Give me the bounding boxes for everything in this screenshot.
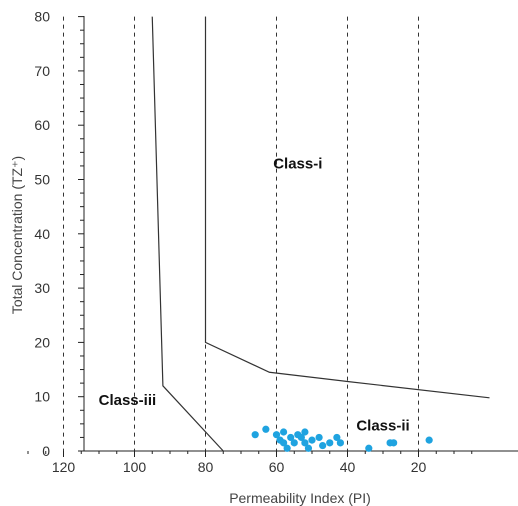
x-tick-label: 20 <box>411 459 427 475</box>
grid-layer <box>63 16 419 451</box>
x-axis-title: Permeability Index (PI) <box>229 490 371 506</box>
region-label: Class-iii <box>99 392 157 409</box>
y-tick-label: 40 <box>34 226 50 242</box>
data-point <box>280 428 288 436</box>
x-tick-label: 80 <box>198 459 214 475</box>
data-point <box>262 425 270 433</box>
data-point <box>336 439 344 447</box>
data-point <box>425 436 433 444</box>
data-point <box>365 444 373 452</box>
data-point <box>319 441 327 450</box>
data-point <box>326 439 334 447</box>
data-point <box>283 444 291 452</box>
data-point <box>333 433 341 442</box>
data-point <box>280 439 288 447</box>
points-layer <box>251 425 433 452</box>
y-tick-label: 50 <box>34 172 50 188</box>
y-tick-label: 60 <box>34 117 50 133</box>
data-point <box>251 431 259 439</box>
region-label: Class-ii <box>356 417 409 434</box>
x-tick-label: 40 <box>340 459 356 475</box>
data-point <box>315 433 323 442</box>
x-tick-label: 60 <box>269 459 285 475</box>
data-point <box>304 444 313 452</box>
x-tick-label: 100 <box>123 459 147 475</box>
y-tick-label: 30 <box>34 280 50 296</box>
boundary-layer <box>151 16 490 452</box>
boundary-line <box>204 16 490 399</box>
ticks-layer: 120 100 80 60 40 20 0 10 20 30 40 50 60 70 80 <box>27 9 473 475</box>
axes-layer <box>83 16 518 452</box>
data-point <box>301 439 309 447</box>
data-point <box>287 433 295 442</box>
y-tick-label: 80 <box>34 9 50 25</box>
y-tick-label: 0 <box>42 443 50 459</box>
y-tick-label: 70 <box>34 63 50 79</box>
y-tick-label: 20 <box>34 334 50 350</box>
region-layer: Class-i Class-ii Class-iii <box>99 156 410 435</box>
boundary-line <box>151 16 224 452</box>
data-point <box>308 436 316 444</box>
y-tick-label: 10 <box>34 389 50 405</box>
region-label: Class-i <box>273 156 322 173</box>
data-point <box>301 428 309 436</box>
data-point <box>290 439 298 447</box>
x-tick-label: 120 <box>52 459 76 475</box>
y-axis-title: Total Concentration (TZ⁺) <box>9 156 25 314</box>
data-point <box>297 433 305 442</box>
data-point <box>390 439 398 447</box>
data-point <box>272 431 281 439</box>
